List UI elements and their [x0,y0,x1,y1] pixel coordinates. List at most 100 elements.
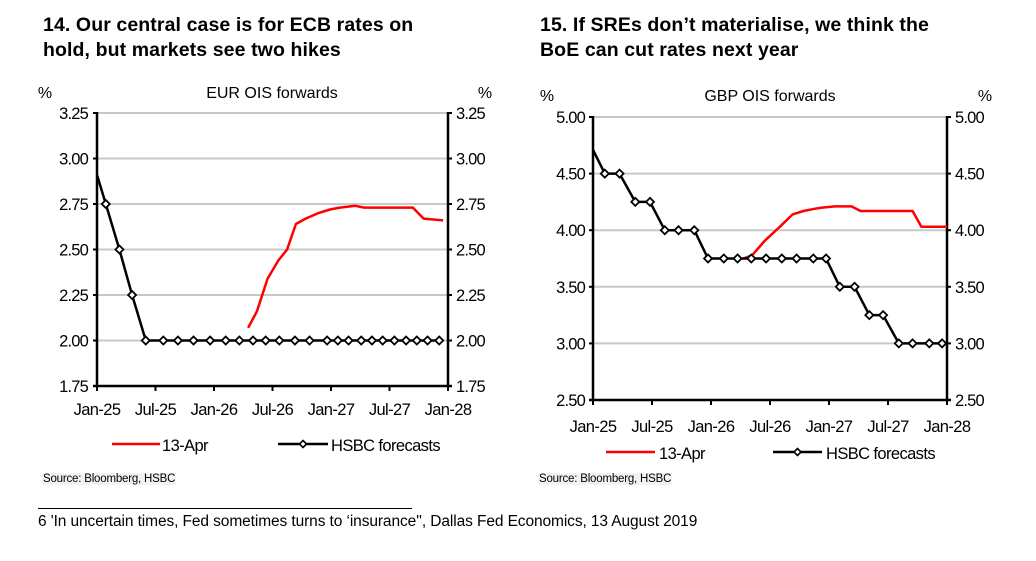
eur-x-tick-label: Jan-27 [308,401,355,419]
gbp-hsbc-forecast-point [907,338,918,349]
gbp-hsbc-forecast-point [599,168,611,179]
gbp-y-tick-label-left: 2.50 [556,392,586,410]
gbp-y-tick-label-right: 3.50 [955,279,985,297]
eur-y-tick-label-right: 1.75 [456,378,486,396]
eur-y-tick-label-left: 3.25 [59,105,89,123]
gbp-hsbc-forecast-point [864,309,875,321]
eur-hsbc-forecast-point [422,335,433,346]
gbp-hsbc-forecast-point [673,224,684,236]
eur-hsbc-forecast-point [126,289,138,301]
eur-hsbc-forecast-point [321,335,333,346]
gbp-y-tick-label-right: 4.50 [955,166,985,184]
eur-y-tick-label-left: 1.75 [59,378,89,396]
gbp-hsbc-forecast-point [791,253,802,264]
eur-hsbc-forecast-point [411,335,423,346]
eur-hsbc-forecast-point [172,335,184,346]
gbp-y-tick-label-left: 5.00 [556,109,586,127]
gbp-hsbc-forecast-point [689,224,700,236]
eur-x-tick-label: Jan-26 [191,401,238,419]
gbp-series-hsbc-forecasts-line [591,149,943,345]
eur-hsbc-forecast-point [234,335,245,346]
gbp-hsbc-forecast-point [659,224,671,236]
eur-hsbc-forecast-point [204,335,216,346]
gbp-x-tick-label: Jul-27 [867,418,909,436]
eur-hsbc-forecast-point [158,335,169,346]
eur-legend-hsbc-marker [298,439,308,449]
eur-x-tick-label: Jan-28 [425,401,472,419]
eur-hsbc-forecast-point [188,335,199,346]
eur-y-unit-left: % [38,85,52,102]
chart-title-eur-line-2: hold, but markets see two hikes [43,39,341,61]
gbp-hsbc-forecast-point [776,253,788,264]
gbp-hsbc-forecast-point [820,253,832,264]
gbp-y-unit-right: % [978,88,992,105]
eur-hsbc-forecast-point [355,335,367,346]
eur-x-tick-label: Jan-25 [74,401,121,419]
eur-y-tick-label-right: 2.75 [456,196,486,214]
gbp-x-tick-label: Jan-27 [806,418,853,436]
chart-title-eur-line-1: 14. Our central case is for ECB rates on [43,14,414,36]
gbp-series-13-apr-line [743,205,947,260]
gbp-hsbc-forecast-point [702,253,714,264]
source-note-eur: Source: Bloomberg, HSBC [42,473,177,485]
gbp-x-tick-label: Jul-25 [631,418,673,436]
eur-hsbc-forecast-point [114,244,125,255]
chart-title-gbp: 15. If SREs don’t materialise, we think … [540,13,929,63]
eur-hsbc-forecast-point [260,335,271,346]
eur-hsbc-forecast-point [100,198,112,210]
gbp-hsbc-forecast-point [630,196,641,208]
eur-hsbc-forecast-point [366,335,378,346]
eur-y-tick-label-left: 2.75 [59,196,89,214]
eur-y-tick-label-right: 2.00 [456,333,486,351]
eur-hsbc-forecast-point [289,335,301,346]
source-note-gbp: Source: Bloomberg, HSBC [538,473,673,485]
eur-hsbc-forecast-point [274,335,285,346]
eur-legend-13-apr-label: 13-Apr [162,437,209,455]
footnote: 6 'In uncertain times, Fed sometimes tur… [38,513,698,530]
gbp-hsbc-forecast-point [644,196,656,208]
gbp-y-tick-label-right: 4.00 [955,222,985,240]
gbp-y-tick-label-left: 4.00 [556,222,586,240]
gbp-hsbc-forecast-point [732,253,743,264]
eur-subtitle: EUR OIS forwards [206,85,338,102]
eur-legend-hsbc-label: HSBC forecasts [331,437,440,455]
gbp-y-tick-label-right: 3.00 [955,335,985,353]
gbp-y-tick-label-right: 5.00 [955,109,985,127]
gbp-hsbc-forecast-point [746,253,757,264]
gbp-hsbc-forecast-point [834,281,846,293]
gbp-legend-13-apr-label: 13-Apr [659,445,706,463]
eur-hsbc-forecast-point [400,335,412,346]
eur-y-tick-label-right: 2.25 [456,287,486,305]
eur-x-tick-label: Jul-27 [369,401,411,419]
eur-y-tick-label-right: 2.50 [456,242,486,260]
gbp-y-tick-label-right: 2.50 [955,392,985,410]
chart-title-gbp-line-2: BoE can cut rates next year [540,39,799,61]
gbp-x-tick-label: Jan-26 [688,418,735,436]
gbp-hsbc-forecast-point [614,168,625,179]
eur-hsbc-forecast-point [433,335,445,346]
gbp-hsbc-forecast-point [936,338,948,349]
gbp-hsbc-forecast-point [849,281,860,293]
gbp-subtitle: GBP OIS forwards [704,88,835,105]
chart-title-eur: 14. Our central case is for ECB rates on… [43,13,413,63]
gbp-hsbc-forecast-point [807,253,819,264]
gbp-hsbc-forecast-point [718,253,730,264]
gbp-hsbc-forecast-point [760,253,772,264]
eur-y-tick-label-left: 3.00 [59,151,89,169]
footnote-divider [38,508,412,509]
eur-series-13-apr-line [246,204,444,329]
eur-y-unit-right: % [478,85,492,102]
eur-y-tick-label-left: 2.25 [59,287,89,305]
gbp-y-tick-label-left: 3.00 [556,335,586,353]
gbp-x-tick-label: Jan-25 [570,418,617,436]
eur-x-tick-label: Jul-26 [252,401,294,419]
eur-y-tick-label-left: 2.00 [59,333,89,351]
gbp-legend-hsbc-marker [792,447,803,457]
eur-hsbc-forecast-point [140,335,152,346]
gbp-legend-hsbc-label: HSBC forecasts [826,445,935,463]
eur-hsbc-forecast-point [220,335,231,346]
eur-x-tick-label: Jul-25 [135,401,177,419]
eur-y-tick-label-left: 2.50 [59,242,89,260]
eur-hsbc-forecast-point [304,335,315,346]
